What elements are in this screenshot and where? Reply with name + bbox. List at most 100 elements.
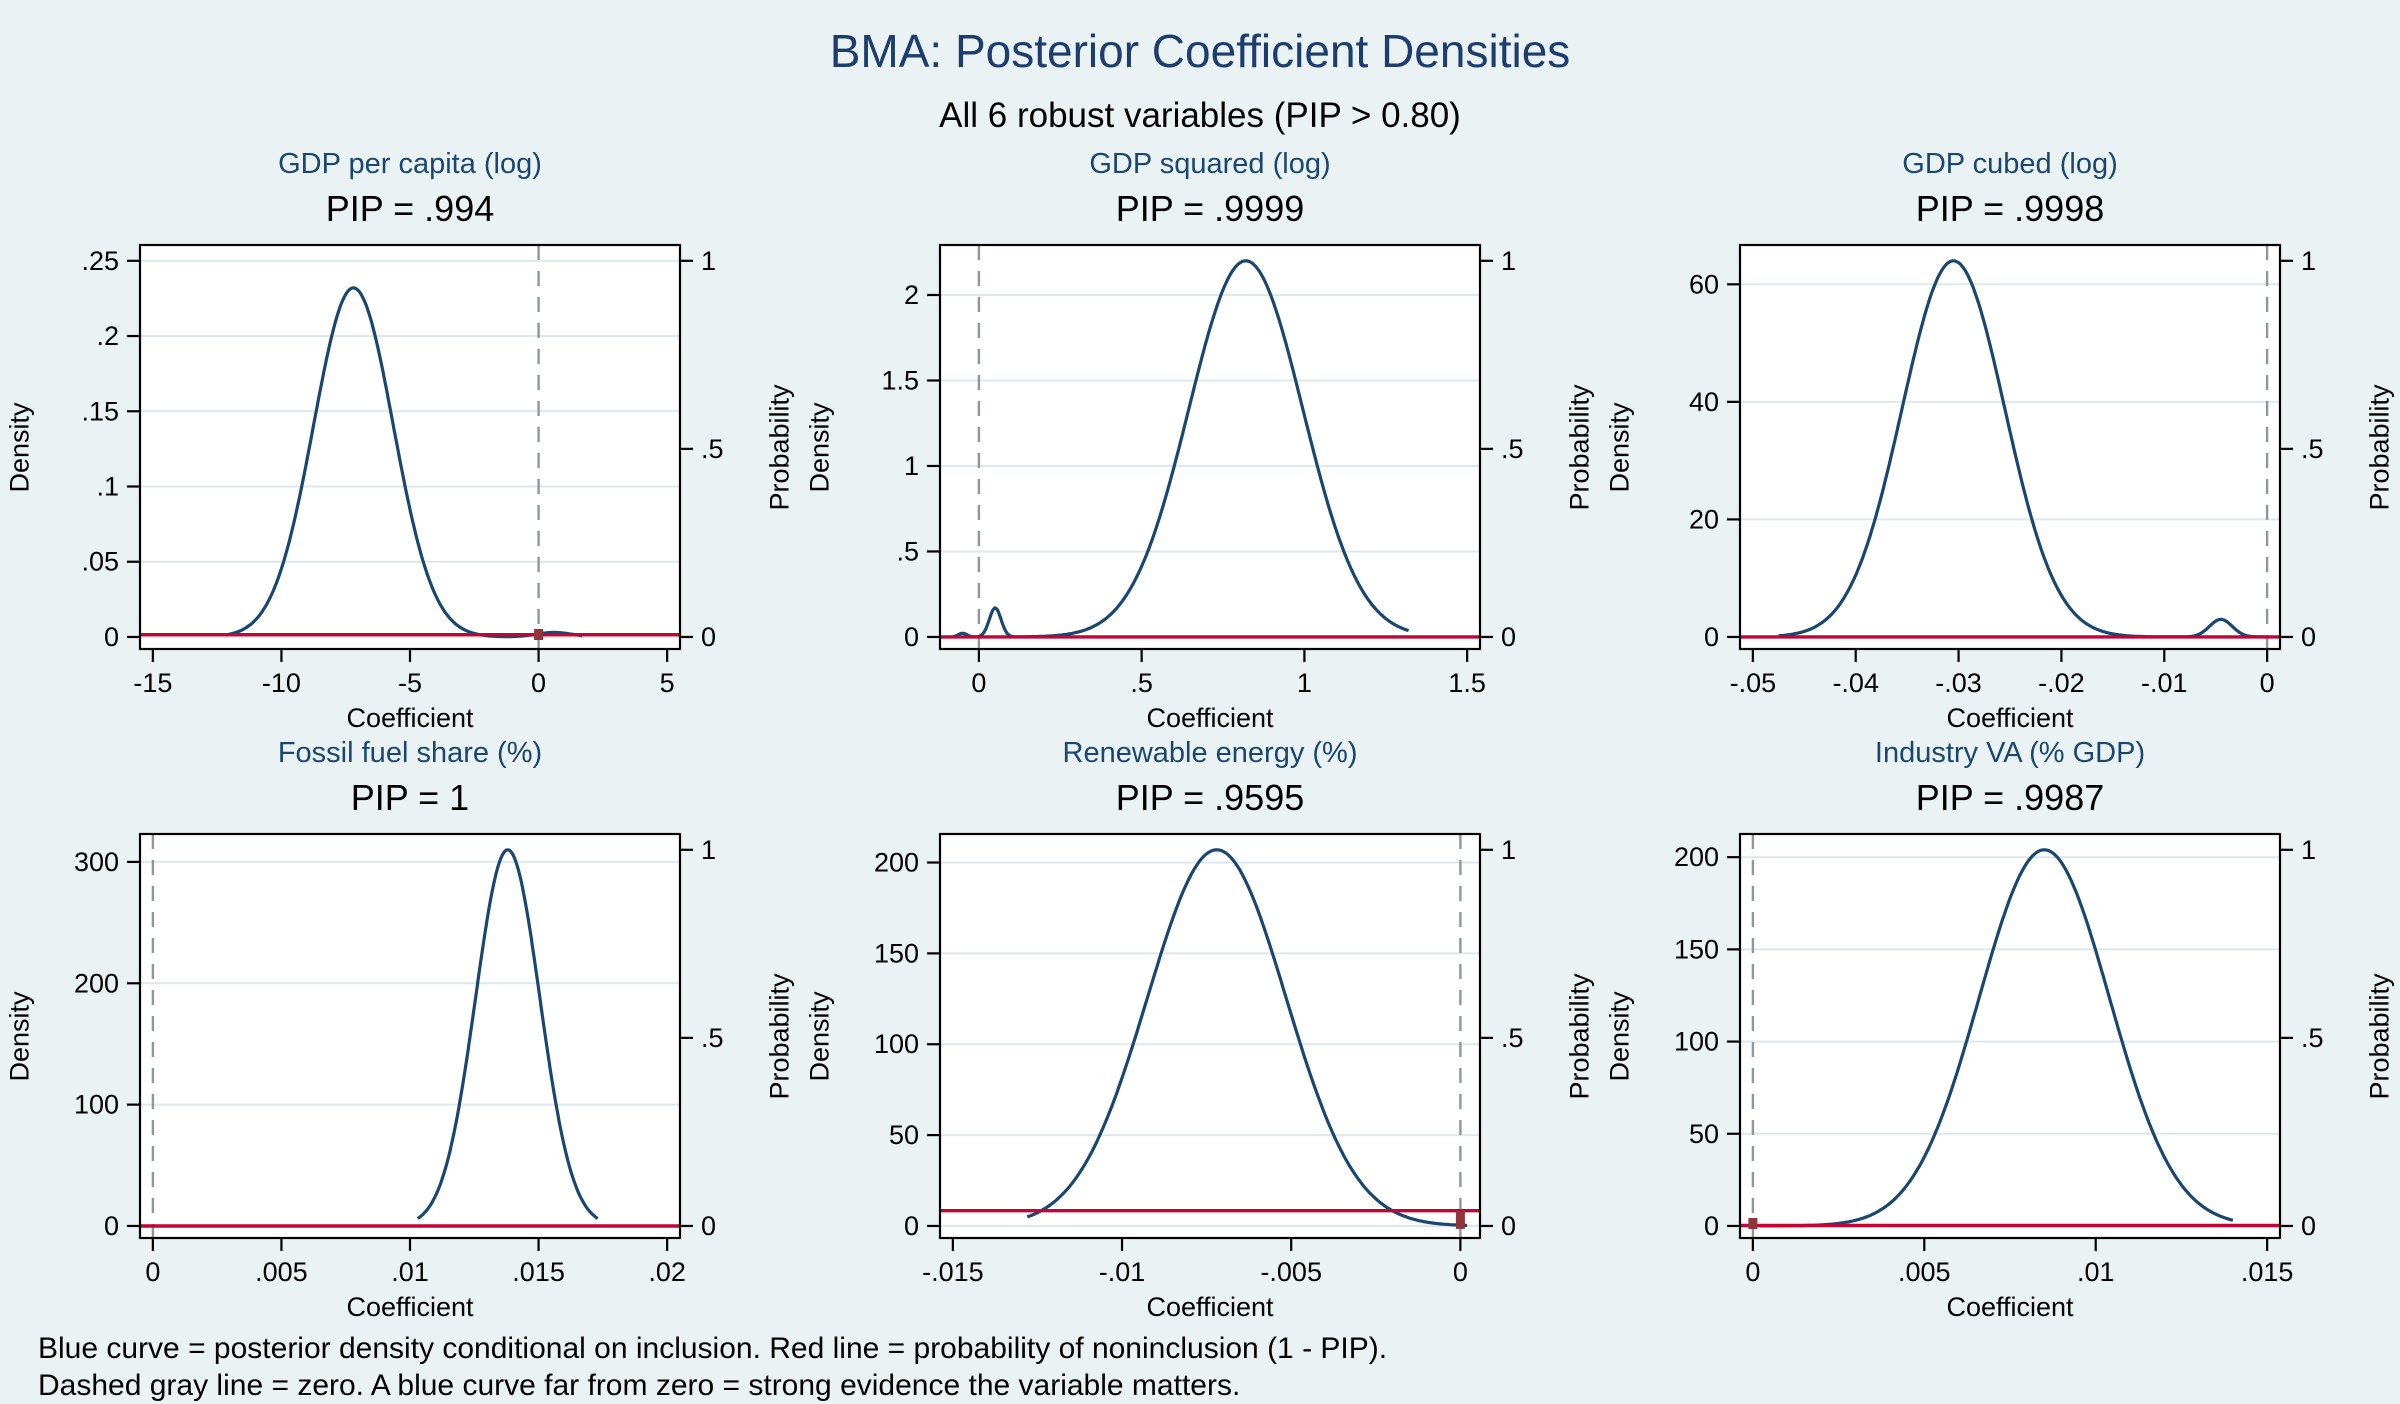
svg-text:40: 40 — [1689, 387, 1719, 417]
svg-text:.5: .5 — [896, 536, 919, 566]
left-axis-title: Density — [4, 401, 35, 493]
probability-ticks: 0.51 — [1480, 835, 1524, 1241]
svg-text:0: 0 — [1704, 1211, 1719, 1241]
svg-text:1: 1 — [904, 451, 919, 481]
x-ticks: -.015 -.01 -.005 0 — [922, 1238, 1468, 1287]
plot-row: Density 0.005.01.015 0 50 100 150 200 0.5 1 Pro… — [1600, 820, 2400, 1300]
svg-text:-10: -10 — [262, 668, 301, 698]
svg-text:.5: .5 — [2301, 1023, 2324, 1053]
y-gridlines — [140, 259, 680, 638]
y-gridlines — [940, 861, 1480, 1227]
probability-ticks: 0.51 — [680, 246, 724, 652]
left-axis-title: Density — [1604, 990, 1635, 1082]
subplot-title: GDP per capita (log) — [278, 148, 542, 180]
right-axis-title: Probability — [2364, 383, 2395, 511]
subplot-title: Fossil fuel share (%) — [277, 737, 543, 769]
left-axis-title: Density — [4, 990, 35, 1082]
svg-text:1: 1 — [701, 246, 716, 276]
svg-text:.1: .1 — [96, 471, 119, 501]
pip-label: PIP = .9987 — [1915, 777, 2105, 818]
plot-border — [938, 243, 1482, 651]
x-ticks: -15 -10 -5 0 5 — [133, 649, 675, 698]
posterior-density-curve — [1759, 848, 2234, 1228]
figure-subtitle: All 6 robust variables (PIP > 0.80) — [939, 96, 1461, 135]
svg-text:.02: .02 — [648, 1257, 686, 1287]
probability-ticks: 0.51 — [2280, 246, 2324, 652]
noninclusion-mass-bar — [534, 629, 544, 640]
svg-text:0: 0 — [701, 1211, 716, 1241]
probability-ticks: 0.51 — [1480, 246, 1524, 652]
svg-text:1: 1 — [2301, 246, 2316, 276]
svg-text:50: 50 — [889, 1120, 919, 1150]
y-ticks: 0 .5 1 1.5 2 — [881, 280, 940, 652]
svg-text:-.02: -.02 — [2038, 668, 2085, 698]
pip-label: PIP = .9999 — [1115, 188, 1305, 229]
svg-text:.01: .01 — [2077, 1257, 2115, 1287]
svg-text:20: 20 — [1689, 504, 1719, 534]
x-axis-title: Coefficient — [346, 1292, 474, 1322]
y-ticks: 0 20 40 60 — [1689, 269, 1740, 652]
svg-text:100: 100 — [74, 1090, 119, 1120]
subplot-gdp-per-capita-log: GDP per capita (log) PIP = .994 Density … — [0, 146, 800, 733]
figure-note: Blue curve = posterior density condition… — [38, 1330, 2400, 1404]
x-axis-title: Coefficient — [1946, 1292, 2074, 1322]
svg-text:.05: .05 — [81, 547, 119, 577]
x-ticks: 0 .005 .01 .015 .02 — [145, 1238, 686, 1287]
pip-label: PIP = 1 — [350, 777, 470, 818]
svg-text:0: 0 — [531, 668, 546, 698]
svg-text:5: 5 — [660, 668, 675, 698]
svg-text:-.04: -.04 — [1832, 668, 1879, 698]
svg-text:.5: .5 — [701, 434, 724, 464]
subplot-title: Renewable energy (%) — [1062, 737, 1358, 769]
svg-text:0: 0 — [1745, 1257, 1760, 1287]
plot-border — [938, 832, 1482, 1240]
svg-text:200: 200 — [74, 968, 119, 998]
svg-text:.5: .5 — [2301, 434, 2324, 464]
y-ticks: 0 100 200 300 — [74, 847, 140, 1241]
svg-text:.15: .15 — [81, 396, 119, 426]
svg-text:.005: .005 — [255, 1257, 308, 1287]
svg-text:1.5: 1.5 — [881, 365, 919, 395]
svg-text:0: 0 — [1453, 1257, 1468, 1287]
x-axis-title: Coefficient — [346, 703, 474, 733]
svg-text:-.015: -.015 — [922, 1257, 984, 1287]
svg-text:-.01: -.01 — [2141, 668, 2188, 698]
svg-text:.2: .2 — [96, 321, 119, 351]
density-plot: 0.5 1 1.50.511.520.51 — [881, 243, 1524, 698]
x-axis-title: Coefficient — [1946, 703, 2074, 733]
svg-text:0: 0 — [1501, 622, 1516, 652]
figure-note-line2: Dashed gray line = zero. A blue curve fa… — [38, 1369, 1241, 1402]
right-axis-title: Probability — [764, 972, 795, 1100]
x-ticks: 0 .005 .01 .015 — [1745, 1238, 2293, 1287]
plot-area — [940, 245, 1480, 649]
plot-row: Density 0.5 1 1.5 0.5 1 1.5 2 0.5 1 Probability — [800, 231, 1600, 711]
svg-text:-15: -15 — [133, 668, 172, 698]
y-ticks: 0 50 100 150 200 — [1674, 842, 1740, 1241]
plot-border — [1738, 832, 2282, 1240]
figure-title: BMA: Posterior Coefficient Densities — [829, 25, 1571, 77]
plot-area — [140, 245, 680, 649]
svg-text:0: 0 — [104, 1211, 119, 1241]
pip-label: PIP = .994 — [325, 188, 495, 229]
y-ticks: 0 50 100 150 200 — [874, 848, 940, 1241]
x-ticks: -.05 -.04 -.03 -.02 -.01 0 — [1730, 649, 2275, 698]
svg-text:.5: .5 — [1501, 434, 1524, 464]
svg-text:.015: .015 — [2241, 1257, 2294, 1287]
svg-text:200: 200 — [1674, 842, 1719, 872]
subplot-gdp-squared-log: GDP squared (log) PIP = .9999 Density 0.… — [800, 146, 1600, 733]
svg-text:0: 0 — [904, 622, 919, 652]
noninclusion-mass-bar — [1455, 1210, 1465, 1229]
left-axis-title: Density — [804, 990, 835, 1082]
svg-text:0: 0 — [104, 622, 119, 652]
plot-row: Density 0.005.01.015.02 0 100 200 300 0.5 1 Pr… — [0, 820, 800, 1300]
plot-row: Density -.05 -.04 -.03 -.02 -.01 0 0 20 40 60 0.5 1… — [1600, 231, 2400, 711]
posterior-density-curve — [416, 848, 599, 1220]
subplot-renewable-energy: Renewable energy (%) PIP = .9595 Density… — [800, 735, 1600, 1322]
right-axis-title: Probability — [1564, 383, 1595, 511]
plot-area — [140, 834, 680, 1238]
svg-text:-.03: -.03 — [1935, 668, 1982, 698]
svg-text:150: 150 — [874, 938, 919, 968]
